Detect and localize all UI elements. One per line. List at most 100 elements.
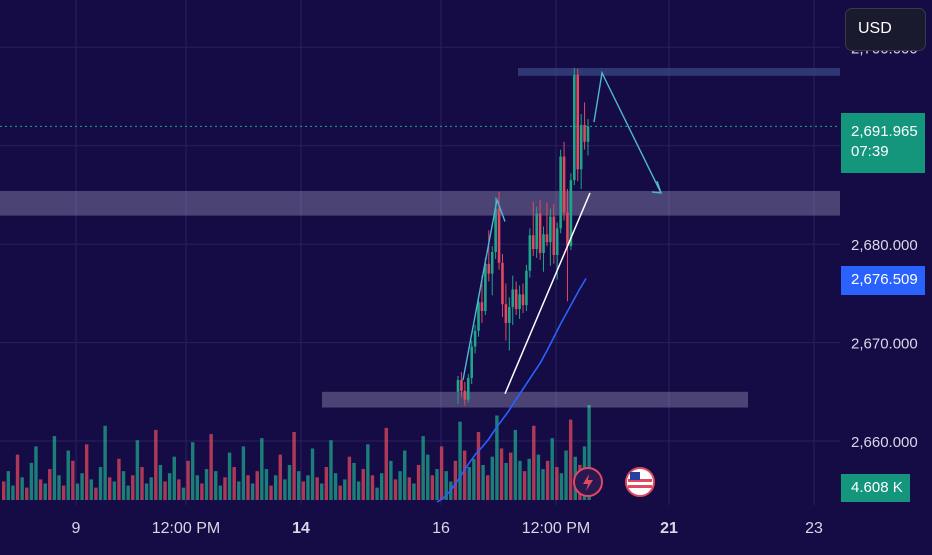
- volume-bar: [297, 471, 301, 500]
- volume-bar: [504, 462, 508, 500]
- volume-bar: [140, 467, 144, 500]
- volume-bar: [527, 458, 531, 500]
- volume-bar: [48, 469, 52, 500]
- moving-average-tag: 2,676.509: [841, 266, 925, 295]
- event-icons[interactable]: [573, 467, 655, 497]
- volume-bar: [513, 429, 518, 500]
- volume-bar: [536, 454, 541, 500]
- volume-value: 4.608 K: [851, 479, 903, 496]
- candle-body: [514, 289, 518, 310]
- volume-bar: [278, 454, 282, 500]
- candle-body: [528, 235, 532, 271]
- candle-body: [542, 234, 545, 253]
- volume-bar: [103, 425, 107, 500]
- lightning-event-icon[interactable]: [573, 467, 603, 497]
- candle-body: [473, 330, 477, 347]
- volume-bar: [25, 487, 29, 500]
- x-tick-label: 23: [805, 520, 823, 537]
- volume-bar: [347, 456, 352, 500]
- moving-average: [436, 278, 587, 503]
- volume-bar: [195, 475, 200, 500]
- volume-bar: [522, 471, 527, 500]
- volume-bar: [250, 483, 255, 500]
- volume-bar: [426, 454, 430, 500]
- volume-bar: [2, 481, 6, 500]
- volume-bar: [559, 473, 564, 500]
- volume-bar: [154, 429, 158, 500]
- volume-bar: [237, 481, 241, 500]
- volume-bar: [393, 479, 398, 500]
- candle-body: [566, 212, 569, 247]
- volume-bar: [324, 467, 329, 500]
- volume-bar: [66, 450, 70, 500]
- candle-body: [484, 263, 487, 312]
- volume-bar: [306, 475, 310, 500]
- volume-bar: [177, 479, 181, 500]
- x-tick-label: 14: [292, 520, 310, 537]
- candle-body: [494, 208, 497, 253]
- volume-bar: [301, 481, 306, 500]
- volume-bar: [186, 460, 190, 500]
- candle-body: [508, 307, 511, 323]
- currency-button[interactable]: USD: [845, 8, 926, 51]
- volume-bar: [379, 473, 384, 500]
- top-zone: [518, 67, 840, 76]
- volume-bar: [255, 471, 259, 500]
- volume-bar: [499, 448, 504, 500]
- candle-body: [463, 390, 467, 400]
- candle-body: [552, 216, 556, 255]
- volume-bar: [509, 452, 513, 500]
- volume-bar: [163, 481, 167, 500]
- volume-bar: [15, 454, 20, 500]
- volume-bar: [356, 481, 361, 500]
- volume-bar: [370, 475, 375, 500]
- volume-bar: [269, 485, 273, 500]
- volume-bar: [366, 444, 370, 500]
- volume-bar: [200, 483, 204, 500]
- currency-label: USD: [858, 20, 892, 37]
- volume-bar: [112, 481, 117, 500]
- volume-bar: [518, 460, 522, 500]
- volume-bar: [108, 477, 112, 500]
- volume-bar: [190, 442, 195, 500]
- volume-tag: 4.608 K: [841, 474, 910, 502]
- drawings: [462, 70, 663, 395]
- x-tick-label: 12:00 PM: [522, 520, 590, 537]
- volume-bar: [38, 479, 43, 500]
- candle-body: [466, 378, 470, 400]
- candle-body: [569, 180, 573, 247]
- volume-bar: [481, 464, 485, 500]
- x-tick-label: 9: [72, 520, 81, 537]
- volume-bar: [34, 446, 38, 500]
- volume-bar: [223, 477, 227, 500]
- volume-bar: [75, 483, 80, 500]
- volume-bar: [532, 425, 536, 500]
- candle-body: [545, 234, 549, 243]
- volume-bar: [131, 475, 135, 500]
- y-tick-label: 2,670.000: [851, 336, 918, 353]
- us-flag-event-icon[interactable]: [625, 467, 655, 497]
- volume-bar: [444, 471, 448, 500]
- volume-bar: [329, 440, 333, 500]
- volume-bar: [545, 460, 550, 500]
- volume-bar: [209, 434, 213, 500]
- volume-bar: [227, 452, 232, 500]
- volume-bar: [144, 483, 149, 500]
- volume-bar: [375, 487, 379, 500]
- bar-countdown: 07:39: [851, 143, 889, 160]
- candle-body: [579, 125, 583, 170]
- volume-bar: [495, 415, 499, 500]
- volume-bar: [568, 419, 573, 500]
- volume-bar: [564, 450, 568, 500]
- volume-bar: [458, 421, 462, 500]
- candles: [456, 67, 590, 406]
- volume-bars: [2, 405, 591, 500]
- candle-body: [477, 302, 480, 331]
- volume-bar: [490, 456, 495, 500]
- volume-bar: [416, 464, 421, 500]
- candle-body: [538, 213, 542, 253]
- volume-bar: [57, 475, 61, 500]
- x-tick-label: 21: [660, 520, 678, 537]
